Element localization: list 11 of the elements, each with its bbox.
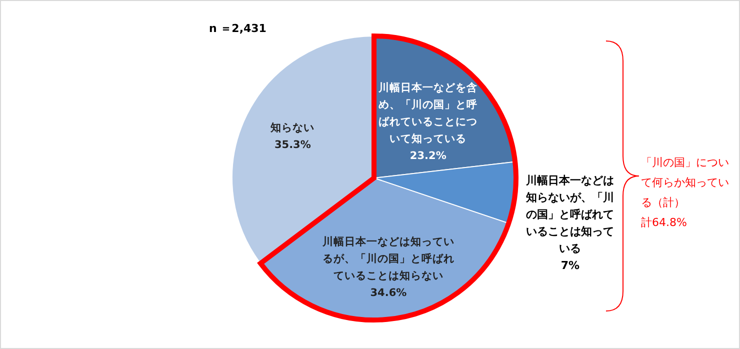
slice-label: 川幅日本一などは知っているが、「川の国」と呼ばれていることは知らない	[322, 236, 454, 282]
data-label: 34.6%	[370, 286, 407, 299]
slice-label: 川幅日本一などを含め、「川の国」と呼ばれていることについて知っている	[378, 82, 478, 146]
text: 「川の国」について何らか知っている（計）	[641, 156, 729, 209]
data-label: 7%	[560, 258, 580, 272]
text: n ＝2,431	[209, 21, 266, 37]
slice-label: 知らない	[270, 122, 315, 134]
data-label: 23.2%	[410, 150, 446, 162]
text: 計64.8%	[641, 216, 687, 229]
slice-label: 川幅日本一などは知らないが、「川の国」と呼ばれていることは知っている	[526, 174, 614, 255]
data-label: 35.3%	[274, 139, 311, 152]
